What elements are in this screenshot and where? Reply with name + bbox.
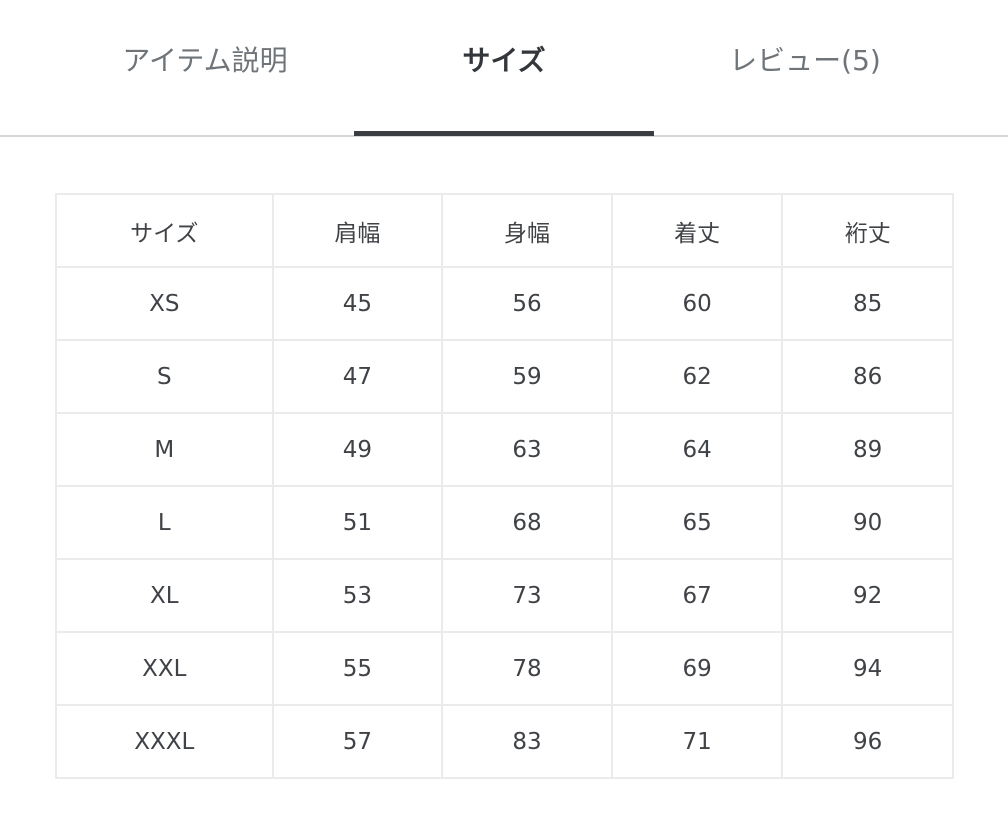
table-cell: 73	[441, 558, 613, 633]
table-cell: 85	[781, 266, 954, 341]
table-row: S 47 59 62 86	[55, 339, 954, 414]
table-cell: 89	[781, 412, 954, 487]
tab-reviews[interactable]: レビュー(5)	[729, 43, 881, 77]
table-cell: 59	[441, 339, 613, 414]
table-cell: 62	[610, 339, 784, 414]
table-row: L 51 68 65 90	[55, 485, 954, 560]
column-header: 着丈	[610, 193, 784, 268]
table-cell: 86	[781, 339, 954, 414]
table-row: XS 45 56 60 85	[55, 266, 954, 341]
column-header: サイズ	[55, 193, 274, 268]
table-cell: 94	[781, 631, 954, 706]
table-cell: 53	[271, 558, 444, 633]
table-row: XXL 55 78 69 94	[55, 631, 954, 706]
table-cell: XL	[55, 558, 274, 633]
table-cell: 68	[441, 485, 613, 560]
table-cell: 64	[610, 412, 784, 487]
table-cell: 71	[610, 704, 784, 779]
table-row: XL 53 73 67 92	[55, 558, 954, 633]
table-row: M 49 63 64 89	[55, 412, 954, 487]
table-cell: XXL	[55, 631, 274, 706]
tab-size[interactable]: サイズ	[354, 0, 654, 136]
table-cell: 92	[781, 558, 954, 633]
table-cell: 51	[271, 485, 444, 560]
table-cell: 60	[610, 266, 784, 341]
table-cell: 67	[610, 558, 784, 633]
tab-item-description[interactable]: アイテム説明	[122, 43, 288, 77]
table-cell: 90	[781, 485, 954, 560]
column-header: 身幅	[441, 193, 613, 268]
table-cell: 49	[271, 412, 444, 487]
table-cell: 65	[610, 485, 784, 560]
table-cell: L	[55, 485, 274, 560]
table-cell: 83	[441, 704, 613, 779]
table-cell: M	[55, 412, 274, 487]
column-header: 裄丈	[781, 193, 954, 268]
tab-bar: アイテム説明 サイズ レビュー(5)	[0, 0, 1008, 137]
table-cell: 63	[441, 412, 613, 487]
table-cell: 69	[610, 631, 784, 706]
table-cell: S	[55, 339, 274, 414]
table-cell: 56	[441, 266, 613, 341]
table-cell: XS	[55, 266, 274, 341]
table-header-row: サイズ 肩幅 身幅 着丈 裄丈	[55, 193, 954, 268]
table-cell: 45	[271, 266, 444, 341]
table-cell: 47	[271, 339, 444, 414]
table-cell: 96	[781, 704, 954, 779]
table-cell: 78	[441, 631, 613, 706]
table-row: XXXL 57 83 71 96	[55, 704, 954, 779]
column-header: 肩幅	[271, 193, 444, 268]
size-table: サイズ 肩幅 身幅 着丈 裄丈 XS 45 56 60 85 S 47 59 62 86 M 49 63 64 89 L…	[55, 193, 954, 779]
table-cell: 57	[271, 704, 444, 779]
table-cell: XXXL	[55, 704, 274, 779]
table-cell: 55	[271, 631, 444, 706]
